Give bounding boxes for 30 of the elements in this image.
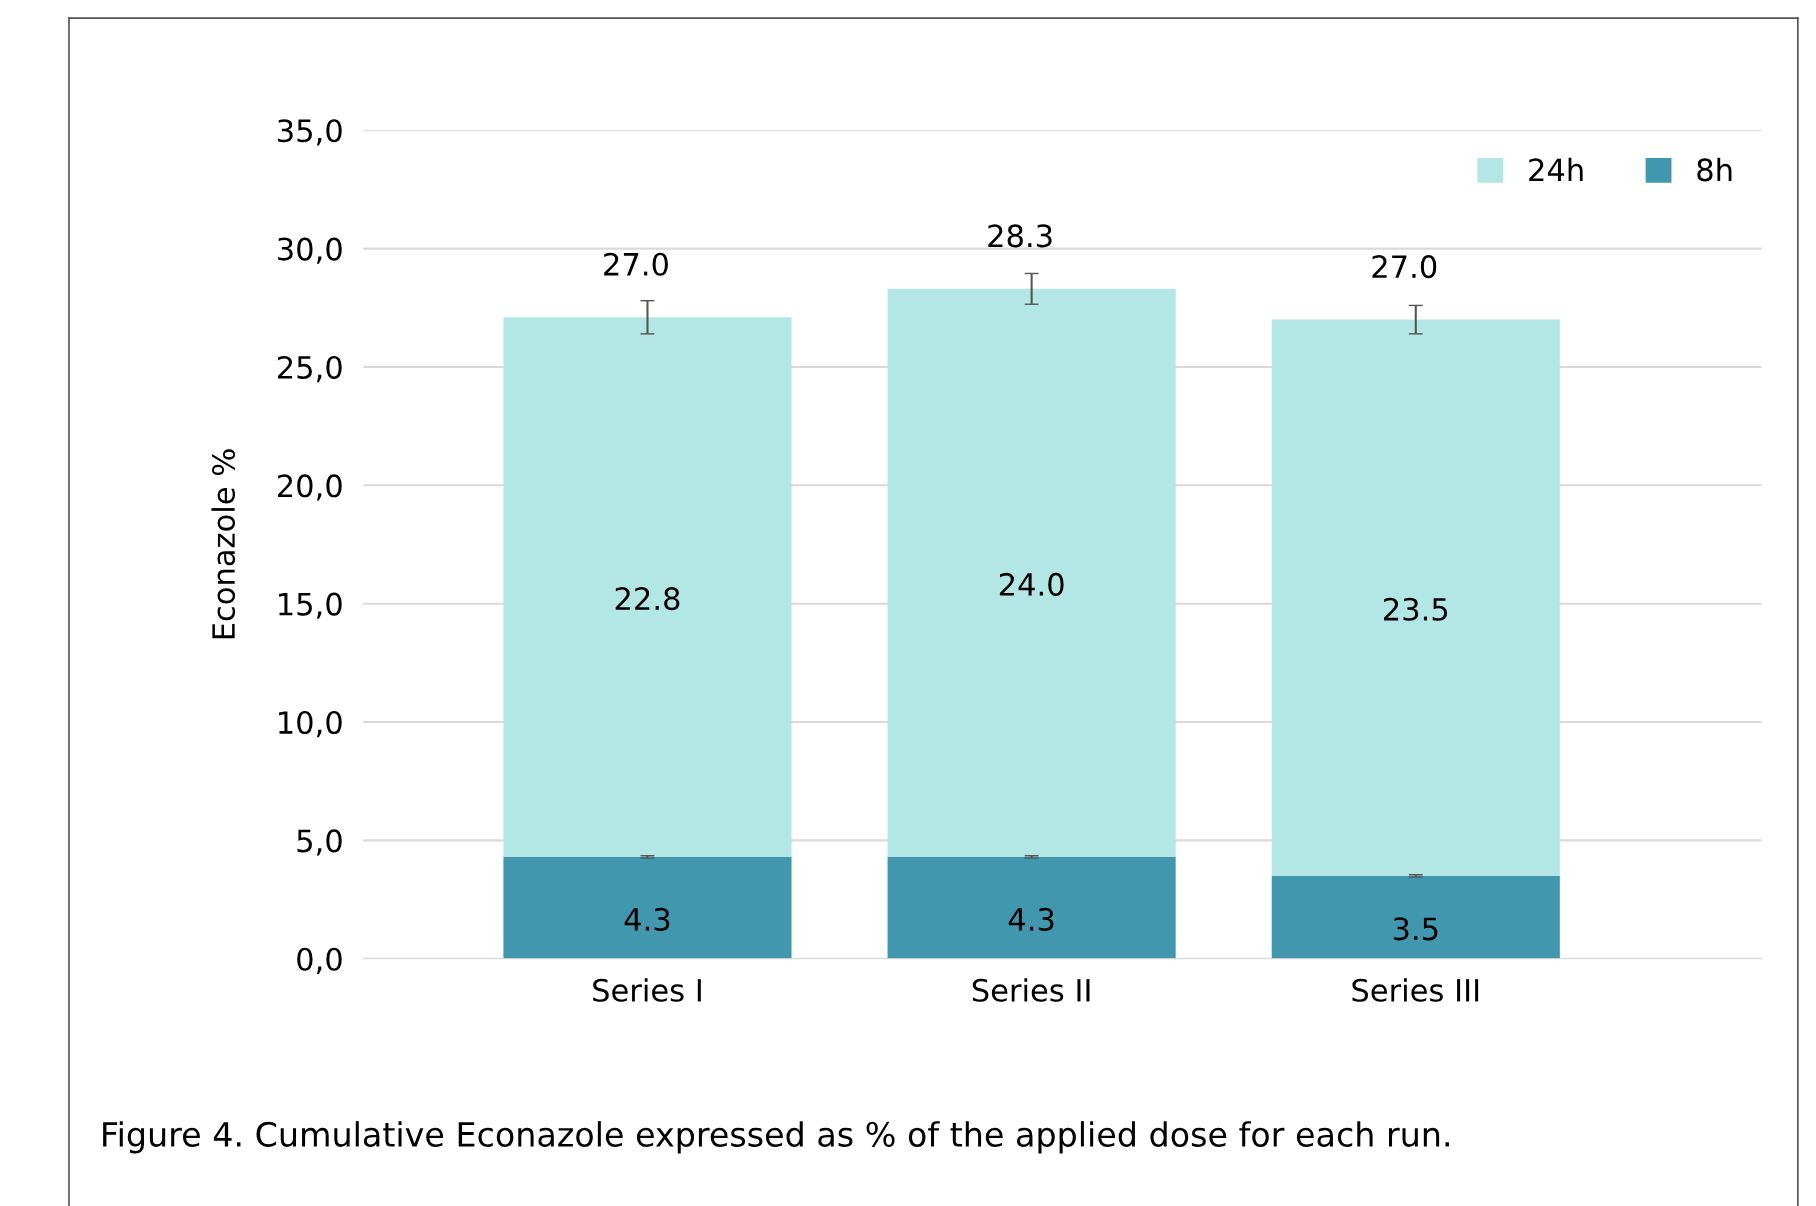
bar bbox=[503, 317, 792, 857]
bar bbox=[503, 856, 792, 959]
data-label: 3.5 bbox=[1393, 917, 1438, 941]
x-tick-label: Series III bbox=[1352, 978, 1479, 1002]
y-tick-label: 35,0 bbox=[278, 119, 342, 146]
legend-label: 8h bbox=[1697, 157, 1732, 182]
total-label: 27.0 bbox=[604, 252, 668, 276]
data-label: 23.5 bbox=[1384, 597, 1448, 621]
y-tick-label: 15,0 bbox=[279, 592, 342, 619]
y-tick-label: 30,0 bbox=[278, 237, 342, 264]
data-label: 22.8 bbox=[615, 587, 680, 611]
y-tick-label: 10,0 bbox=[279, 710, 342, 738]
y-tick-label: 0,0 bbox=[297, 947, 342, 974]
x-tick-label: Series II bbox=[972, 978, 1090, 1002]
y-tick-label: 20,0 bbox=[277, 474, 342, 501]
legend-label: 24h bbox=[1529, 157, 1583, 181]
total-label: 28.3 bbox=[988, 224, 1052, 248]
bar bbox=[1271, 875, 1560, 959]
y-tick-label: 25,0 bbox=[277, 355, 342, 383]
bar bbox=[887, 856, 1176, 959]
data-label: 4.3 bbox=[1008, 907, 1054, 931]
bar bbox=[1271, 319, 1560, 876]
y-axis-title: Econazole % bbox=[211, 449, 236, 639]
bar bbox=[887, 288, 1176, 857]
data-label: 24.0 bbox=[999, 572, 1064, 596]
x-tick-label: Series I bbox=[593, 978, 701, 1002]
data-label: 4.3 bbox=[624, 907, 670, 931]
caption: Figure 4. Cumulative Econazole expressed as % of the applied dose for each run. bbox=[103, 1121, 1449, 1154]
y-tick-label: 5,0 bbox=[297, 829, 342, 856]
total-label: 27.0 bbox=[1372, 255, 1437, 279]
